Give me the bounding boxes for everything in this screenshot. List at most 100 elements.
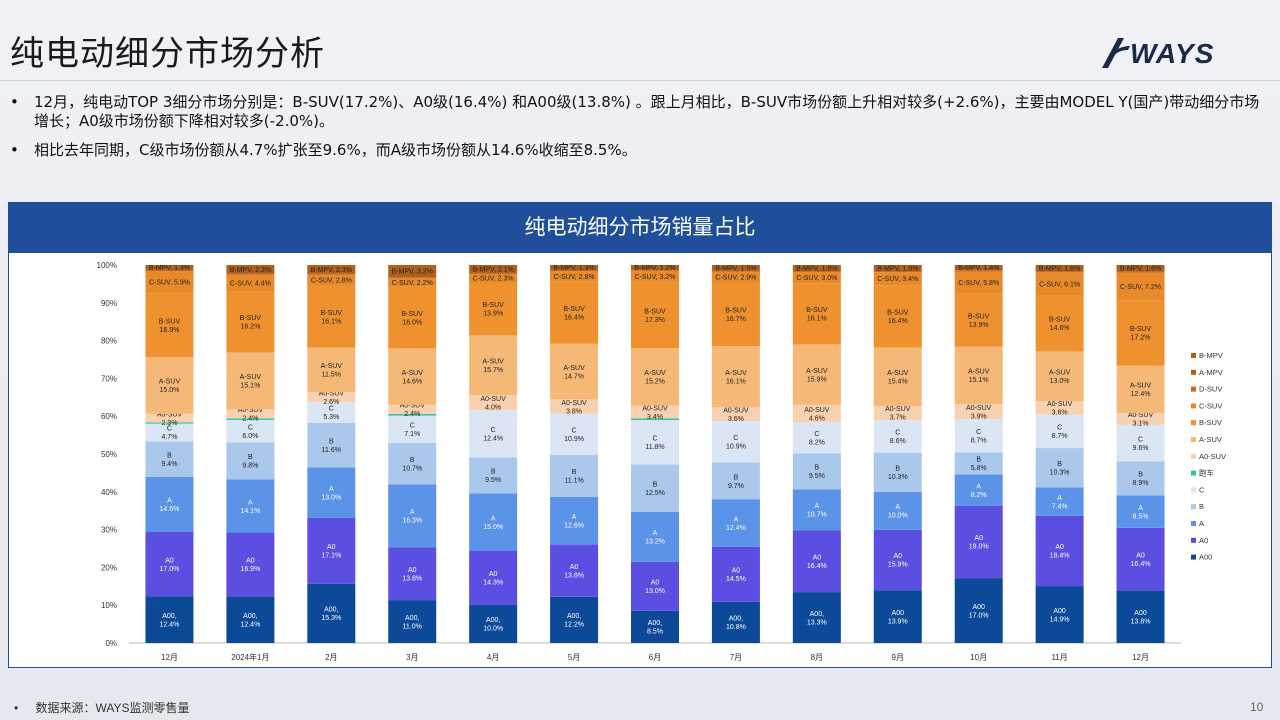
data-label: A0 xyxy=(1055,544,1064,551)
data-label: 8.9% xyxy=(1133,480,1149,487)
bar-segment xyxy=(1116,412,1165,425)
bar-segment xyxy=(1035,414,1084,449)
data-label: 12.4% xyxy=(240,621,260,628)
bar-segment xyxy=(388,442,437,485)
data-label: 16.1% xyxy=(321,318,341,325)
bar-segment xyxy=(469,395,518,411)
data-label: A00, xyxy=(405,615,419,622)
y-tick-label: 60% xyxy=(101,412,117,421)
bar-segment xyxy=(550,269,599,271)
bar-segment xyxy=(307,265,356,274)
bar-segment xyxy=(1035,272,1084,296)
bar-segment xyxy=(1116,271,1165,272)
data-label: 2.4% xyxy=(404,411,420,418)
data-label: B-MPV, 1.5% xyxy=(715,265,756,272)
data-label: 11.1% xyxy=(564,478,583,485)
data-label: 8.2% xyxy=(809,440,825,447)
bar-segment xyxy=(226,442,275,480)
bar-segment xyxy=(873,271,922,272)
bar-segment xyxy=(873,419,922,453)
data-label: 7.1% xyxy=(404,431,420,438)
data-label: B-MPV, 1.6% xyxy=(796,266,837,273)
data-label: 8.7% xyxy=(971,437,987,444)
x-tick-label: 5月 xyxy=(568,653,580,662)
data-label: 12.6% xyxy=(564,523,584,530)
bar-segment xyxy=(388,278,437,287)
summary-bullets: • 12月，纯电动TOP 3细分市场分别是：B-SUV(17.2%)、A0级(1… xyxy=(10,93,1260,170)
legend-swatch xyxy=(1191,353,1196,358)
data-label: A xyxy=(329,486,334,493)
data-label: 14.1% xyxy=(240,508,260,515)
bar-segment xyxy=(711,407,760,422)
data-label: C xyxy=(491,427,496,434)
legend-swatch xyxy=(1191,521,1196,526)
data-label: 14.6% xyxy=(402,378,422,385)
x-tick-label: 7月 xyxy=(730,653,742,662)
data-label: C xyxy=(248,424,253,431)
data-label: A0-SUV xyxy=(400,403,426,410)
data-label: 10.7% xyxy=(807,512,827,519)
bar-segment xyxy=(226,274,275,275)
bar-segment xyxy=(226,479,275,533)
bar-segment xyxy=(388,404,437,415)
data-label: C xyxy=(410,423,415,430)
data-label: 15.0% xyxy=(160,387,180,394)
legend-swatch xyxy=(1191,420,1196,426)
data-label: 12.4% xyxy=(726,525,746,532)
data-label: 13.9% xyxy=(888,618,908,625)
bar-segment xyxy=(307,583,356,643)
data-label: A-SUV xyxy=(806,368,828,375)
bar-segment xyxy=(1116,265,1165,272)
data-label: 17.0% xyxy=(160,566,180,573)
data-label: 16.0% xyxy=(402,319,422,326)
bar-segment xyxy=(954,505,1003,579)
legend-swatch xyxy=(1191,453,1196,459)
data-label: 14.6% xyxy=(1050,325,1070,332)
bar-segment xyxy=(792,530,841,593)
data-label: A-SUV xyxy=(240,374,262,381)
bar-segment xyxy=(388,414,437,416)
bar-segment xyxy=(1116,527,1165,591)
bar-segment xyxy=(631,265,679,270)
data-label: 14.7% xyxy=(564,373,584,380)
data-label: 16.1% xyxy=(807,316,827,323)
data-label: C-SUV, 2.9% xyxy=(715,274,756,281)
data-label: C-SUV, 5.8% xyxy=(958,280,999,287)
bar-segment xyxy=(954,578,1003,643)
data-label: A0 xyxy=(813,555,822,562)
bar-segment xyxy=(711,421,760,463)
data-label: 2.6% xyxy=(323,399,339,406)
bar-segment xyxy=(469,493,518,551)
data-label: 15.1% xyxy=(240,383,260,390)
bar-segment xyxy=(307,274,356,286)
legend-label: B-SUV xyxy=(1199,418,1222,427)
bar-segment xyxy=(631,269,679,271)
data-label: B-SUV xyxy=(806,307,828,314)
bar-segment xyxy=(307,422,356,468)
bullet-mark: • xyxy=(10,141,19,159)
legend-label: A-MPV xyxy=(1199,368,1223,377)
legend-label: A0-SUV xyxy=(1199,452,1226,461)
data-label: A0-SUV xyxy=(481,396,507,403)
bar-segment xyxy=(550,271,599,282)
y-tick-label: 40% xyxy=(101,488,117,497)
bar-segment xyxy=(1035,401,1084,415)
bar-segment xyxy=(226,596,275,643)
data-label: 8.6% xyxy=(890,438,906,445)
bar-segment xyxy=(550,270,599,272)
bar-segment xyxy=(469,282,518,336)
bar-segment xyxy=(631,418,679,420)
data-label: A0 xyxy=(974,535,983,542)
bar-segment xyxy=(631,419,679,465)
legend-swatch xyxy=(1191,537,1196,543)
data-label: C-SUV, 4.4% xyxy=(230,281,271,288)
bar-segment xyxy=(145,596,194,643)
bar-segment xyxy=(307,467,356,518)
y-tick-label: 0% xyxy=(105,639,117,648)
data-label: A0 xyxy=(327,544,336,551)
bar-segment xyxy=(792,453,841,490)
bar-segment xyxy=(226,419,275,443)
data-label: B xyxy=(1138,472,1143,479)
data-label: 4.7% xyxy=(161,434,177,441)
bar-segment xyxy=(550,281,599,344)
